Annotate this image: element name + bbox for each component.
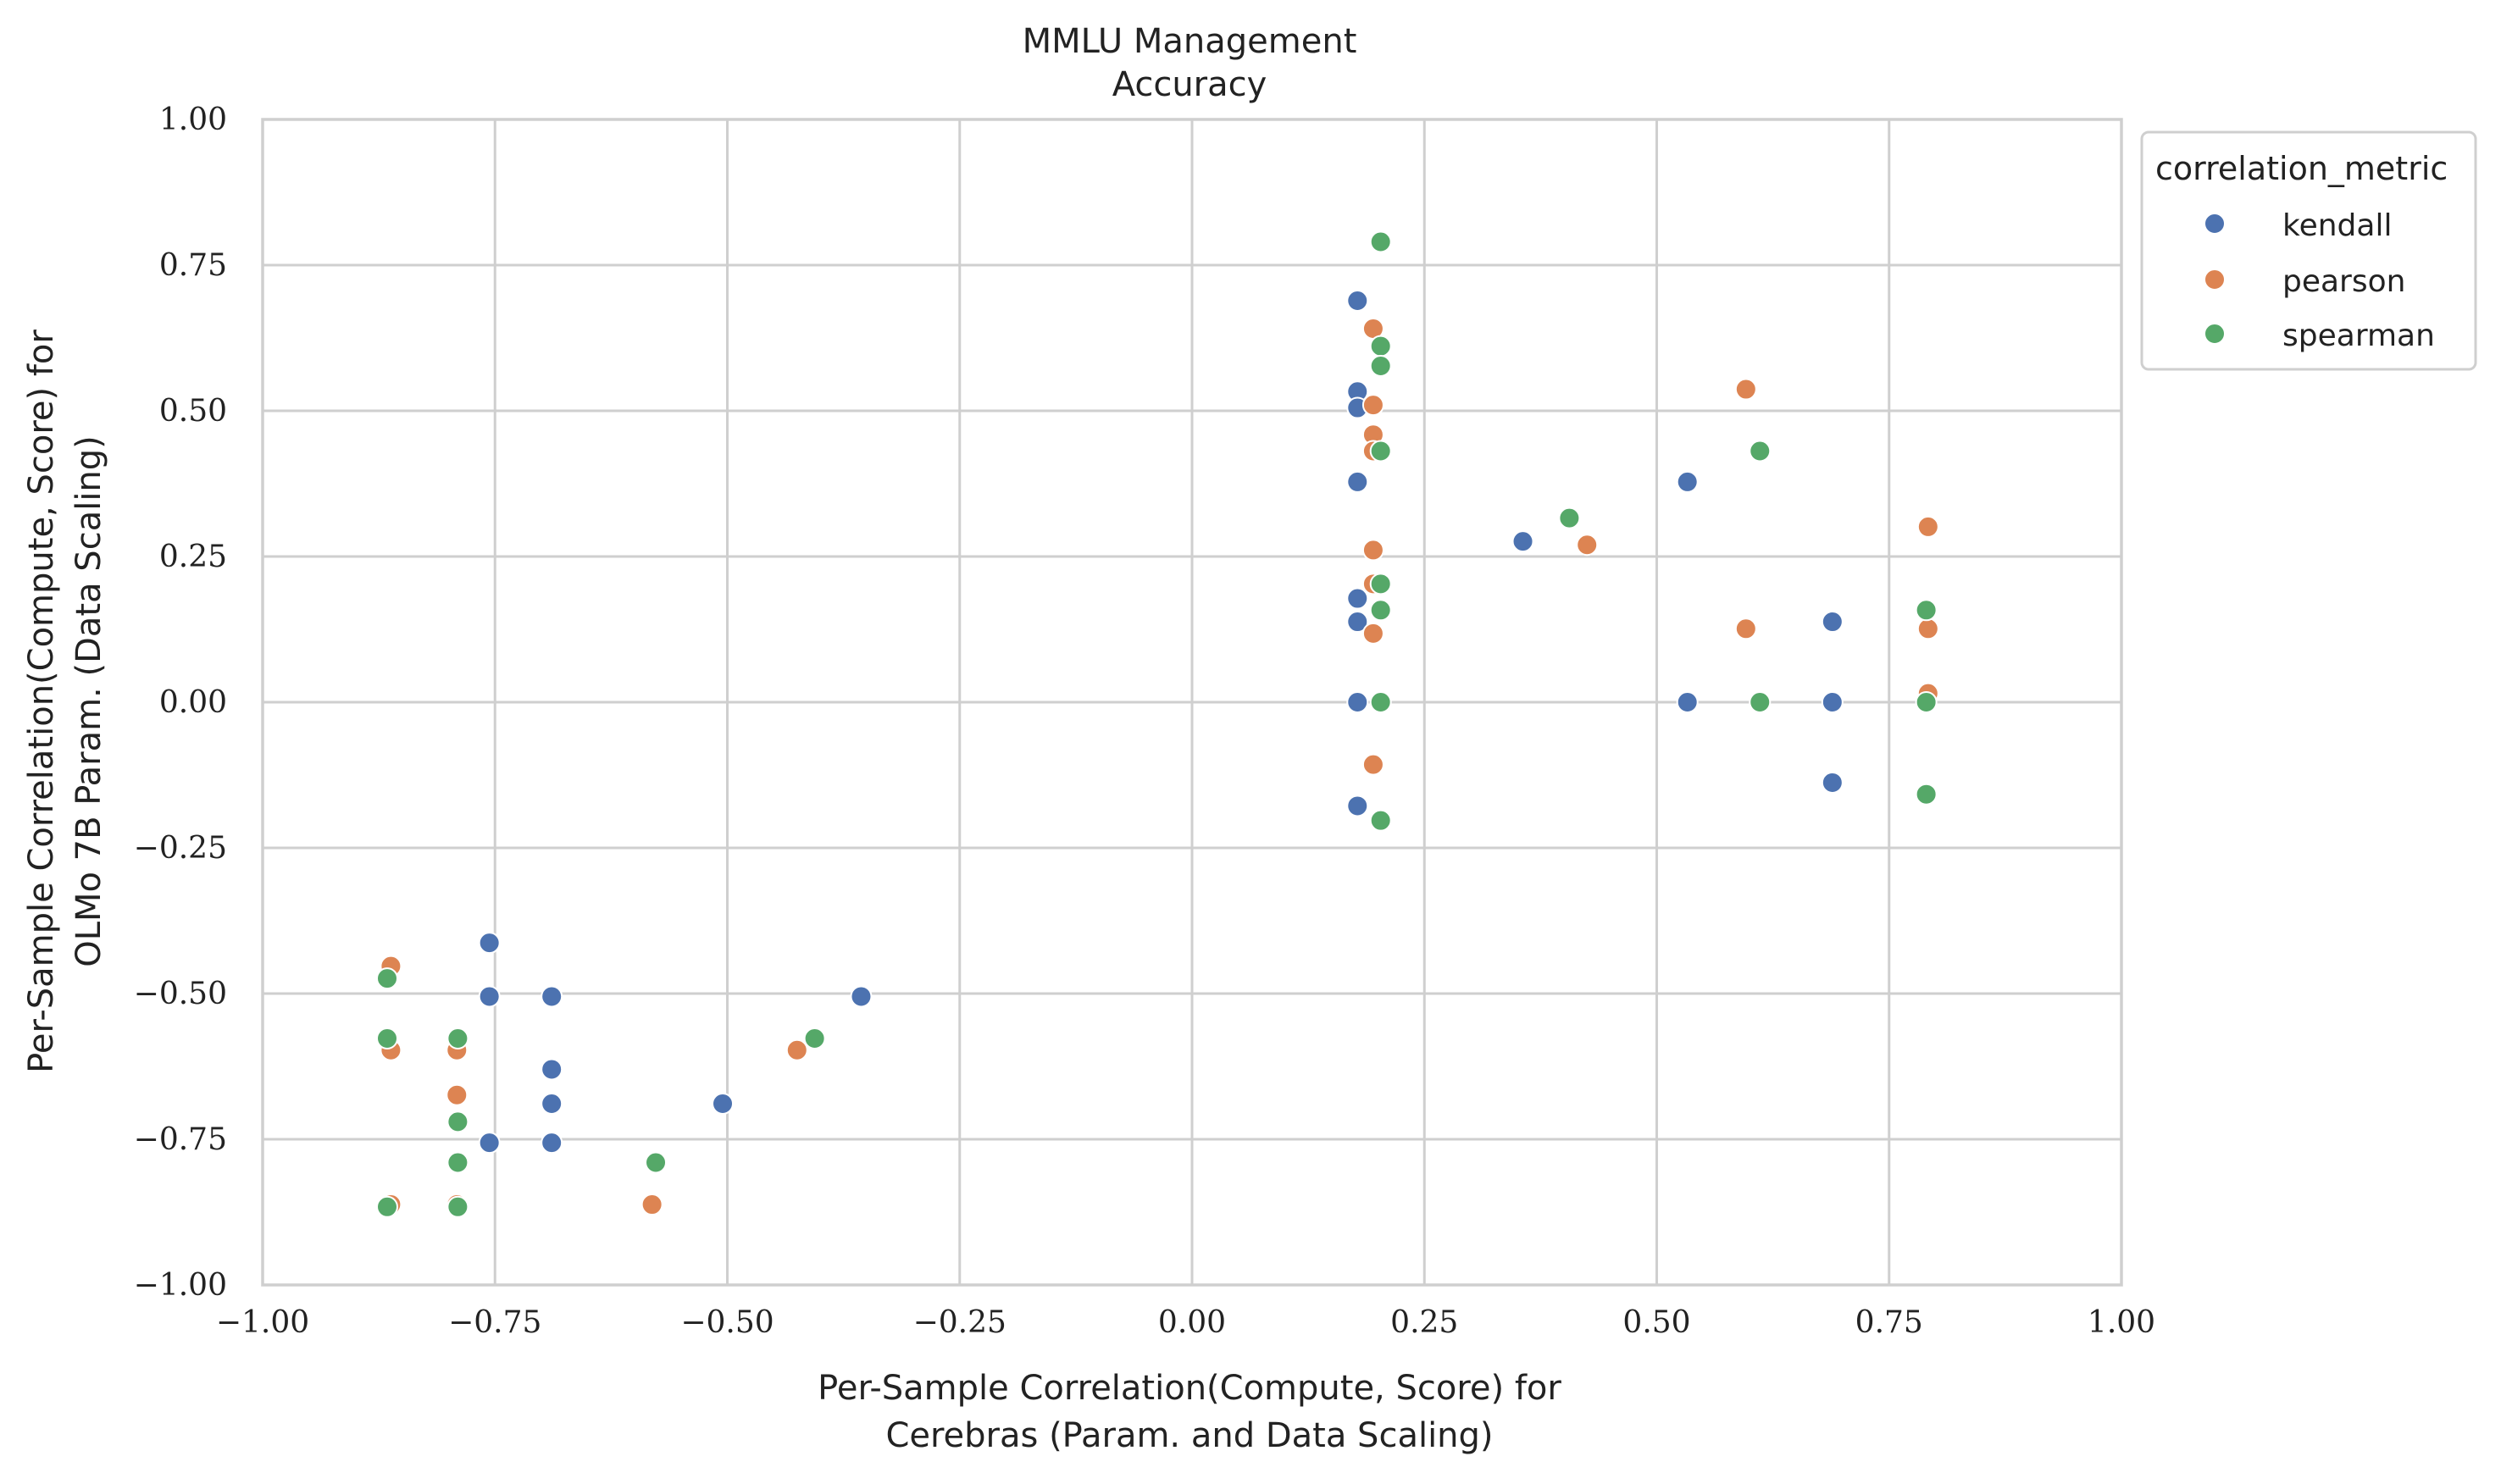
x-tick-label: 1.00 <box>2088 1305 2155 1340</box>
tick-labels: −1.00 −0.75 −0.50 −0.25 0.00 0.25 0.50 0.75 1.00… <box>134 102 2155 1340</box>
point-kendall <box>478 1132 501 1155</box>
legend-label-kendall: kendall <box>2282 208 2392 243</box>
point-spearman <box>1369 230 1392 253</box>
legend: correlation_metric kendall pearson spear… <box>2140 130 2477 371</box>
point-spearman <box>1369 691 1392 713</box>
x-tick-label: −0.25 <box>913 1305 1006 1340</box>
point-kendall <box>541 1093 563 1116</box>
y-tick-label: 0.25 <box>159 540 227 574</box>
point-kendall <box>1676 470 1699 493</box>
point-kendall <box>1346 470 1369 493</box>
y-tick-label: −0.50 <box>134 977 227 1011</box>
point-spearman <box>1915 599 1938 622</box>
legend-box <box>2140 130 2477 371</box>
point-spearman <box>1915 691 1938 713</box>
data-points <box>375 230 1939 1218</box>
point-pearson <box>1734 378 1757 401</box>
point-pearson <box>1916 617 1939 640</box>
point-kendall <box>478 932 501 955</box>
x-tick-label: 0.75 <box>1855 1305 1923 1340</box>
legend-marker-pearson <box>2204 269 2226 291</box>
y-tick-label: 0.50 <box>159 394 227 429</box>
point-spearman <box>375 1195 398 1218</box>
point-spearman <box>1915 783 1938 806</box>
point-spearman <box>446 1110 469 1133</box>
point-pearson <box>1576 534 1599 556</box>
point-kendall <box>712 1093 735 1116</box>
point-pearson <box>640 1193 663 1216</box>
point-kendall <box>541 1058 563 1081</box>
legend-marker-kendall <box>2204 213 2226 235</box>
point-spearman <box>446 1027 469 1049</box>
point-pearson <box>785 1038 808 1061</box>
point-kendall <box>478 985 501 1008</box>
series-pearson <box>380 317 1939 1216</box>
point-spearman <box>446 1151 469 1174</box>
plot-frame <box>261 118 2123 1287</box>
x-tick-label: −0.75 <box>448 1305 541 1340</box>
y-tick-label: 1.00 <box>159 102 227 137</box>
point-kendall <box>1676 691 1699 713</box>
point-kendall <box>1346 587 1369 610</box>
point-pearson <box>446 1083 469 1106</box>
point-pearson <box>1361 753 1384 776</box>
point-spearman <box>1749 691 1772 713</box>
point-pearson <box>1916 515 1939 538</box>
legend-marker-spearman <box>2204 323 2226 345</box>
chart-title-line-1: MMLU Management <box>1023 22 1357 61</box>
x-axis-label-line-1: Per-Sample Correlation(Compute, Score) f… <box>818 1369 1561 1408</box>
point-spearman <box>446 1195 469 1218</box>
point-pearson <box>1361 539 1384 562</box>
x-axis-label-line-2: Cerebras (Param. and Data Scaling) <box>885 1416 1493 1455</box>
point-spearman <box>803 1027 826 1049</box>
x-tick-label: 0.50 <box>1622 1305 1690 1340</box>
x-tick-label: 0.25 <box>1390 1305 1458 1340</box>
point-pearson <box>1361 394 1384 417</box>
point-spearman <box>1369 573 1392 595</box>
legend-title: correlation_metric <box>2155 150 2448 187</box>
point-kendall <box>541 1132 563 1155</box>
y-tick-label: −0.75 <box>134 1122 227 1157</box>
point-kendall <box>1346 691 1369 713</box>
point-spearman <box>1369 335 1392 357</box>
point-kendall <box>1821 691 1844 713</box>
x-tick-label: −0.50 <box>680 1305 774 1340</box>
point-spearman <box>1369 440 1392 462</box>
point-spearman <box>1369 599 1392 622</box>
point-spearman <box>1369 355 1392 378</box>
point-kendall <box>850 985 873 1008</box>
point-spearman <box>375 967 398 990</box>
point-spearman <box>1369 809 1392 832</box>
series-kendall <box>478 289 1844 1155</box>
y-tick-label: −0.25 <box>134 831 227 866</box>
y-tick-label: −1.00 <box>134 1268 227 1303</box>
legend-label-pearson: pearson <box>2282 264 2405 299</box>
point-kendall <box>1346 795 1369 817</box>
point-kendall <box>1346 611 1369 634</box>
series-spearman <box>375 230 1938 1218</box>
y-axis-label-line-1: Per-Sample Correlation(Compute, Score) f… <box>22 329 61 1073</box>
y-axis-label-line-2: OLMo 7B Param. (Data Scaling) <box>69 435 108 967</box>
point-spearman <box>1558 507 1581 529</box>
y-tick-label: 0.00 <box>159 685 227 720</box>
x-tick-label: −1.00 <box>216 1305 309 1340</box>
chart-title-line-2: Accuracy <box>1112 65 1267 104</box>
point-pearson <box>1361 622 1384 645</box>
point-spearman <box>1749 440 1772 462</box>
point-kendall <box>1821 611 1844 634</box>
point-pearson <box>1734 617 1757 640</box>
point-kendall <box>1821 771 1844 794</box>
point-spearman <box>645 1151 668 1174</box>
point-kendall <box>541 985 563 1008</box>
point-kendall <box>1511 530 1534 553</box>
point-spearman <box>375 1027 398 1049</box>
x-tick-label: 0.00 <box>1158 1305 1226 1340</box>
y-tick-label: 0.75 <box>159 248 227 283</box>
point-kendall <box>1346 289 1369 312</box>
legend-label-spearman: spearman <box>2282 318 2435 353</box>
